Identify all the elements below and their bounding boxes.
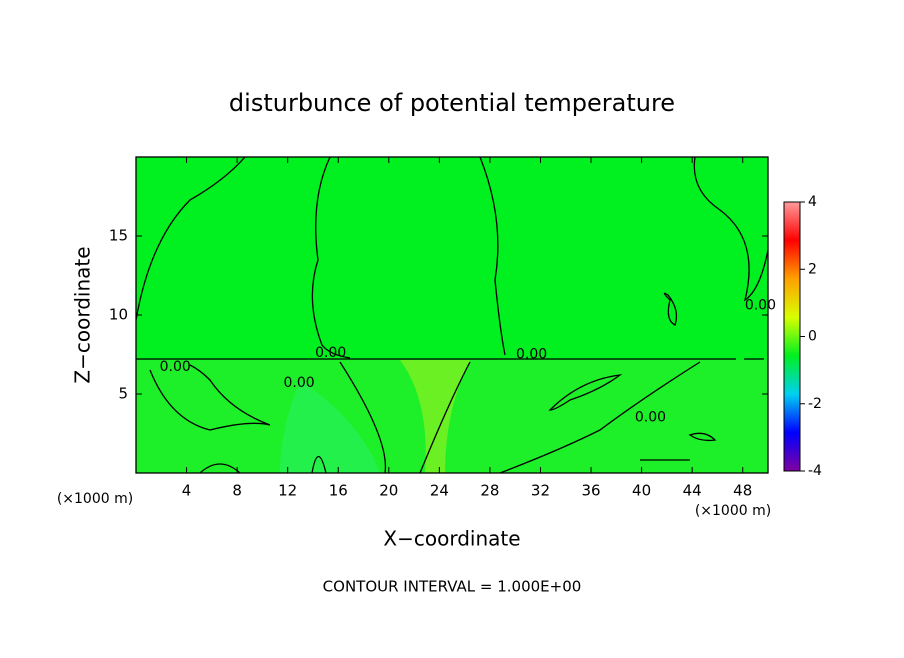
- contour-line: [419, 361, 471, 473]
- x-tick-label: 24: [430, 482, 449, 500]
- x-tick-label: 4: [182, 482, 192, 500]
- x-unit-label: (×1000 m): [695, 503, 771, 519]
- x-tick-label: 36: [581, 482, 600, 500]
- y-tick-label: 5: [118, 385, 128, 403]
- contour-line: [339, 361, 387, 473]
- colorbar-tick-label: -2: [808, 396, 822, 412]
- footnote: CONTOUR INTERVAL = 1.000E+00: [323, 578, 582, 596]
- field-shading: [136, 360, 768, 473]
- x-unit-label: (×1000 m): [57, 491, 133, 507]
- contours: [136, 157, 768, 473]
- x-tick-label: 8: [232, 482, 242, 500]
- colorbar-tick-label: 0: [808, 329, 817, 345]
- colorbar-tick-label: -4: [808, 463, 822, 479]
- contour-line: [149, 364, 271, 431]
- contour-line: [136, 157, 246, 321]
- contour-label: 0.00: [635, 410, 666, 426]
- contour-line: [311, 455, 327, 473]
- contour-line: [663, 292, 678, 326]
- shade: [280, 380, 380, 473]
- contour-label: 0.00: [516, 347, 547, 363]
- colorbar-tick-label: 2: [808, 261, 817, 277]
- x-tick-label: 20: [379, 482, 398, 500]
- contour-line: [688, 432, 717, 442]
- x-tick-label: 12: [278, 482, 297, 500]
- colorbar: [783, 201, 801, 472]
- contour-line: [499, 361, 701, 473]
- x-tick-label: 44: [683, 482, 702, 500]
- contour-label: 0.00: [283, 375, 314, 391]
- x-tick-label: 28: [480, 482, 499, 500]
- y-tick-label: 15: [109, 227, 128, 245]
- y-axis-title: Z−coordinate: [71, 246, 95, 383]
- x-tick-label: 48: [733, 482, 752, 500]
- contour-line: [693, 157, 768, 302]
- chart-title: disturbunce of potential temperature: [229, 89, 675, 117]
- shade: [400, 360, 470, 473]
- x-tick-label: 32: [531, 482, 550, 500]
- contour-label: 0.00: [315, 345, 346, 361]
- x-tick-label: 16: [329, 482, 348, 500]
- contour-label: 0.00: [745, 298, 776, 314]
- x-axis-title: X−coordinate: [383, 527, 520, 551]
- colorbar-tick-label: 4: [808, 194, 817, 210]
- contour-line: [479, 157, 506, 356]
- contour-line: [548, 374, 623, 411]
- contour-line: [311, 157, 351, 359]
- contour-label: 0.00: [160, 359, 191, 375]
- x-tick-label: 40: [632, 482, 651, 500]
- y-tick-label: 10: [109, 306, 128, 324]
